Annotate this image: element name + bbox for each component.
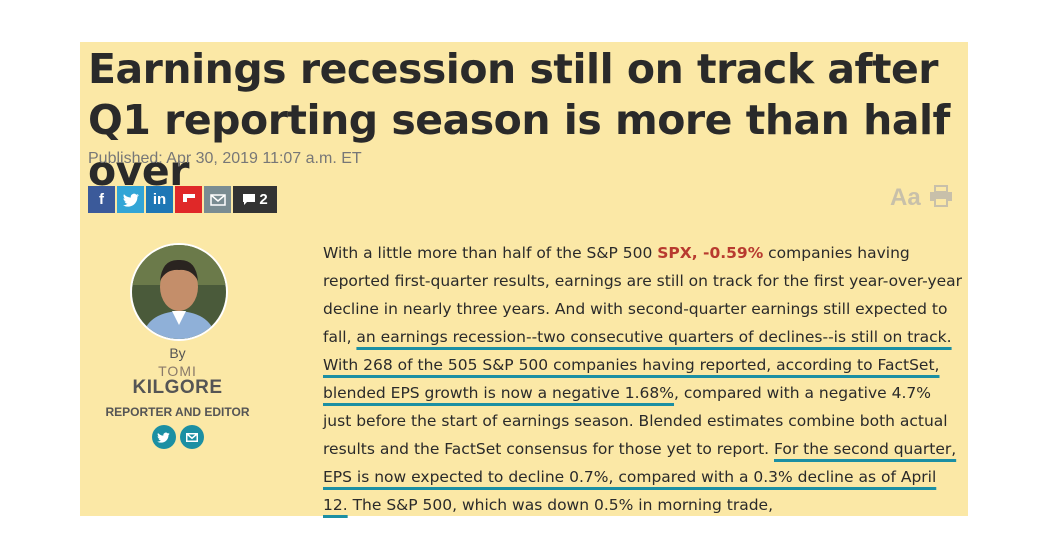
print-icon[interactable]: [929, 184, 953, 212]
flipboard-icon[interactable]: [175, 186, 202, 213]
published-date: Published: Apr 30, 2019 11:07 a.m. ET: [88, 150, 362, 167]
email-icon[interactable]: [204, 186, 231, 213]
article-panel: [80, 42, 968, 516]
article-tools: Aa: [890, 184, 953, 212]
article-body: With a little more than half of the S&P …: [323, 244, 963, 514]
author-socials: [100, 425, 255, 449]
comment-count: 2: [259, 191, 268, 208]
author-role: REPORTER AND EDITOR: [105, 405, 250, 419]
twitter-icon[interactable]: [117, 186, 144, 213]
highlighted-sentence: For the second quarter, EPS is now expec…: [323, 440, 957, 514]
comments-button[interactable]: 2: [233, 186, 277, 213]
author-avatar[interactable]: [130, 243, 228, 341]
facebook-icon[interactable]: f: [88, 186, 115, 213]
author-byline: By TOMI KILGORE REPORTER AND EDITOR: [100, 345, 255, 449]
ticker-link-spx[interactable]: SPX, -0.59%: [657, 244, 764, 262]
font-size-button[interactable]: Aa: [890, 184, 921, 211]
highlighted-sentence: With 268 of the 505 S&P 500 companies ha…: [323, 356, 940, 402]
headline: Earnings recession still on track after …: [88, 45, 950, 195]
highlighted-sentence: an earnings recession--two consecutive q…: [356, 328, 952, 346]
share-bar: f in 2: [88, 186, 277, 213]
linkedin-icon[interactable]: in: [146, 186, 173, 213]
by-label: By: [169, 345, 186, 361]
author-twitter-icon[interactable]: [151, 425, 176, 449]
comment-icon: [243, 194, 256, 205]
author-first-name[interactable]: TOMI: [158, 363, 197, 379]
author-last-name[interactable]: KILGORE: [132, 377, 223, 398]
author-email-icon[interactable]: [179, 425, 204, 449]
